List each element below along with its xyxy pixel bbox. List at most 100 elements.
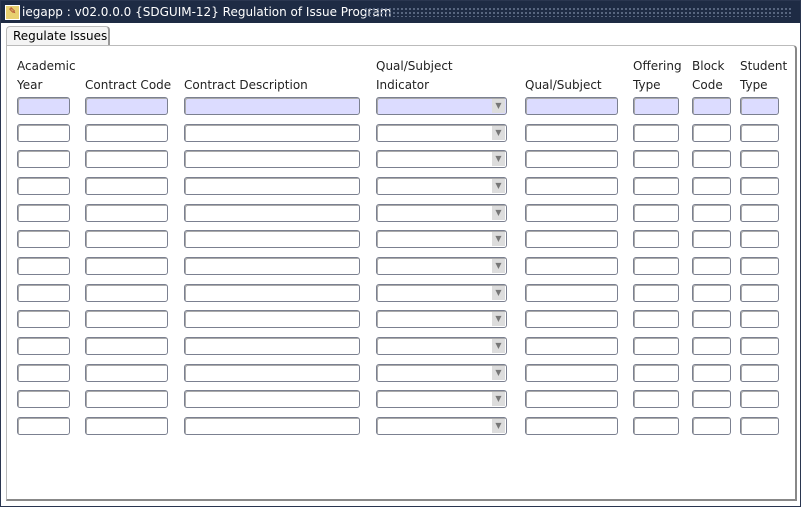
- qual-subject-indicator-select[interactable]: ▼: [376, 337, 507, 355]
- contract-description-input[interactable]: [184, 230, 360, 248]
- qual-subject-input[interactable]: [525, 124, 618, 142]
- academic-year-input[interactable]: [17, 97, 70, 115]
- offering-type-input[interactable]: [633, 230, 679, 248]
- contract-code-input[interactable]: [85, 124, 168, 142]
- offering-type-input[interactable]: [633, 150, 679, 168]
- chevron-down-icon[interactable]: ▼: [492, 339, 505, 353]
- contract-code-input[interactable]: [85, 97, 168, 115]
- student-type-input[interactable]: [740, 150, 779, 168]
- chevron-down-icon[interactable]: ▼: [492, 179, 505, 193]
- block-code-input[interactable]: [692, 150, 731, 168]
- contract-code-input[interactable]: [85, 150, 168, 168]
- qual-subject-indicator-select[interactable]: ▼: [376, 284, 507, 302]
- student-type-input[interactable]: [740, 97, 779, 115]
- qual-subject-input[interactable]: [525, 337, 618, 355]
- academic-year-input[interactable]: [17, 390, 70, 408]
- academic-year-input[interactable]: [17, 177, 70, 195]
- student-type-input[interactable]: [740, 124, 779, 142]
- contract-code-input[interactable]: [85, 204, 168, 222]
- student-type-input[interactable]: [740, 417, 779, 435]
- qual-subject-indicator-select[interactable]: ▼: [376, 124, 507, 142]
- block-code-input[interactable]: [692, 364, 731, 382]
- academic-year-input[interactable]: [17, 257, 70, 275]
- contract-code-input[interactable]: [85, 284, 168, 302]
- qual-subject-indicator-select[interactable]: ▼: [376, 310, 507, 328]
- academic-year-input[interactable]: [17, 230, 70, 248]
- contract-code-input[interactable]: [85, 257, 168, 275]
- contract-code-input[interactable]: [85, 417, 168, 435]
- offering-type-input[interactable]: [633, 204, 679, 222]
- chevron-down-icon[interactable]: ▼: [492, 366, 505, 380]
- contract-code-input[interactable]: [85, 310, 168, 328]
- qual-subject-input[interactable]: [525, 417, 618, 435]
- contract-description-input[interactable]: [184, 310, 360, 328]
- block-code-input[interactable]: [692, 97, 731, 115]
- offering-type-input[interactable]: [633, 390, 679, 408]
- contract-code-input[interactable]: [85, 177, 168, 195]
- block-code-input[interactable]: [692, 204, 731, 222]
- academic-year-input[interactable]: [17, 284, 70, 302]
- tab-regulate-issues[interactable]: Regulate Issues: [6, 26, 110, 45]
- qual-subject-input[interactable]: [525, 364, 618, 382]
- qual-subject-indicator-select[interactable]: ▼: [376, 97, 507, 115]
- chevron-down-icon[interactable]: ▼: [492, 286, 505, 300]
- qual-subject-indicator-select[interactable]: ▼: [376, 417, 507, 435]
- contract-description-input[interactable]: [184, 257, 360, 275]
- qual-subject-indicator-select[interactable]: ▼: [376, 204, 507, 222]
- chevron-down-icon[interactable]: ▼: [492, 152, 505, 166]
- academic-year-input[interactable]: [17, 124, 70, 142]
- offering-type-input[interactable]: [633, 97, 679, 115]
- block-code-input[interactable]: [692, 337, 731, 355]
- student-type-input[interactable]: [740, 310, 779, 328]
- student-type-input[interactable]: [740, 204, 779, 222]
- contract-description-input[interactable]: [184, 284, 360, 302]
- qual-subject-input[interactable]: [525, 204, 618, 222]
- academic-year-input[interactable]: [17, 417, 70, 435]
- contract-description-input[interactable]: [184, 204, 360, 222]
- student-type-input[interactable]: [740, 337, 779, 355]
- block-code-input[interactable]: [692, 230, 731, 248]
- offering-type-input[interactable]: [633, 257, 679, 275]
- block-code-input[interactable]: [692, 310, 731, 328]
- qual-subject-indicator-select[interactable]: ▼: [376, 390, 507, 408]
- offering-type-input[interactable]: [633, 364, 679, 382]
- qual-subject-indicator-select[interactable]: ▼: [376, 177, 507, 195]
- offering-type-input[interactable]: [633, 337, 679, 355]
- qual-subject-indicator-select[interactable]: ▼: [376, 257, 507, 275]
- academic-year-input[interactable]: [17, 337, 70, 355]
- student-type-input[interactable]: [740, 364, 779, 382]
- academic-year-input[interactable]: [17, 204, 70, 222]
- qual-subject-input[interactable]: [525, 97, 618, 115]
- contract-description-input[interactable]: [184, 97, 360, 115]
- contract-code-input[interactable]: [85, 337, 168, 355]
- offering-type-input[interactable]: [633, 177, 679, 195]
- chevron-down-icon[interactable]: ▼: [492, 126, 505, 140]
- contract-code-input[interactable]: [85, 390, 168, 408]
- academic-year-input[interactable]: [17, 364, 70, 382]
- contract-description-input[interactable]: [184, 417, 360, 435]
- student-type-input[interactable]: [740, 177, 779, 195]
- chevron-down-icon[interactable]: ▼: [492, 419, 505, 433]
- contract-description-input[interactable]: [184, 150, 360, 168]
- contract-description-input[interactable]: [184, 337, 360, 355]
- qual-subject-indicator-select[interactable]: ▼: [376, 150, 507, 168]
- offering-type-input[interactable]: [633, 124, 679, 142]
- academic-year-input[interactable]: [17, 310, 70, 328]
- block-code-input[interactable]: [692, 417, 731, 435]
- offering-type-input[interactable]: [633, 310, 679, 328]
- chevron-down-icon[interactable]: ▼: [492, 259, 505, 273]
- qual-subject-input[interactable]: [525, 284, 618, 302]
- qual-subject-input[interactable]: [525, 150, 618, 168]
- academic-year-input[interactable]: [17, 150, 70, 168]
- contract-code-input[interactable]: [85, 364, 168, 382]
- block-code-input[interactable]: [692, 177, 731, 195]
- student-type-input[interactable]: [740, 230, 779, 248]
- contract-description-input[interactable]: [184, 124, 360, 142]
- block-code-input[interactable]: [692, 284, 731, 302]
- qual-subject-input[interactable]: [525, 390, 618, 408]
- block-code-input[interactable]: [692, 124, 731, 142]
- chevron-down-icon[interactable]: ▼: [492, 232, 505, 246]
- chevron-down-icon[interactable]: ▼: [492, 99, 505, 113]
- contract-description-input[interactable]: [184, 364, 360, 382]
- contract-description-input[interactable]: [184, 177, 360, 195]
